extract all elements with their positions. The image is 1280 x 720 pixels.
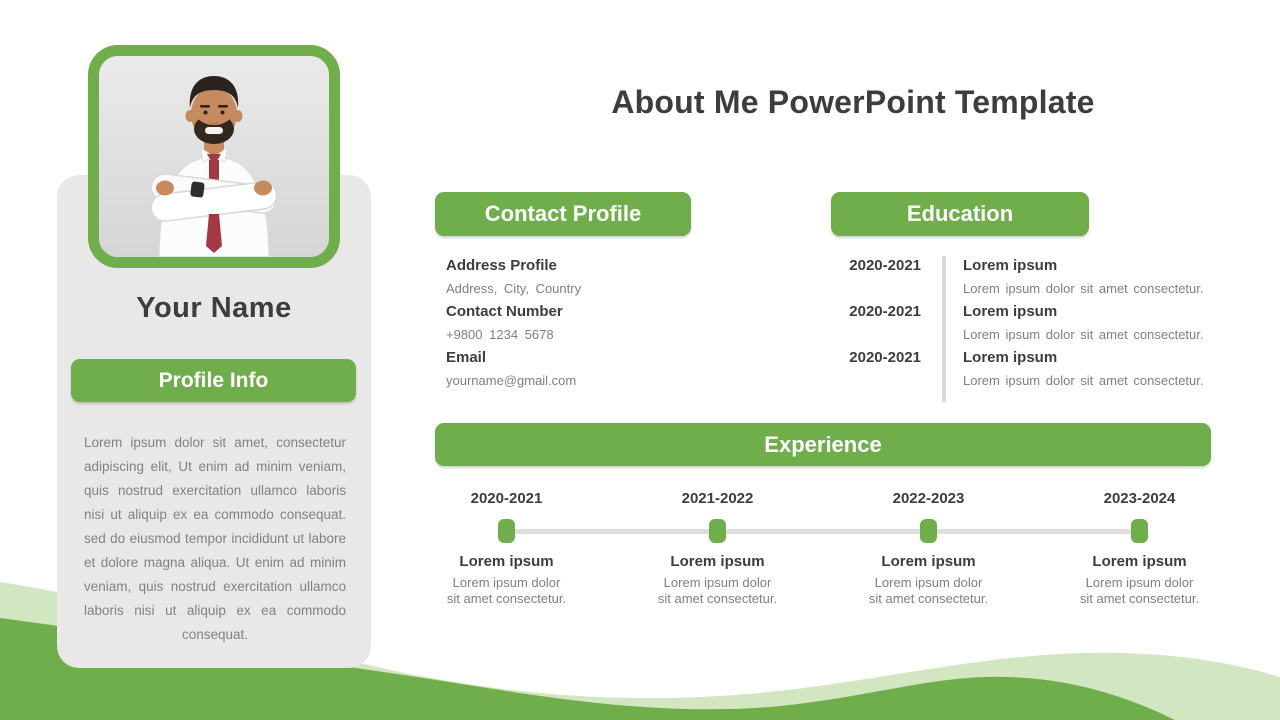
education-years: 2020-2021 [849, 349, 921, 366]
education-title: Lorem ipsum [963, 349, 1058, 366]
education-years: 2020-2021 [849, 257, 921, 274]
education-desc: Lorem ipsum dolor sit amet consectetur. [963, 327, 1204, 342]
contact-profile-header[interactable]: Contact Profile [435, 192, 691, 236]
education-title: Lorem ipsum [963, 303, 1058, 320]
education-desc: Lorem ipsum dolor sit amet consectetur. [963, 373, 1204, 388]
education-list: 2020-2021 Lorem ipsum Lorem ipsum dolor … [831, 253, 1215, 402]
contact-value: Address, City, Country [446, 281, 582, 296]
bottom-wave-decoration [0, 582, 1280, 720]
contact-item: Address Profile Address, City, Country [446, 253, 746, 299]
timeline-line [498, 529, 1148, 534]
experience-desc: Lorem ipsum dolor sit amet consectetur. [868, 575, 989, 606]
experience-item: 2022-2023 Lorem ipsum Lorem ipsum dolor … [823, 488, 1034, 607]
profile-info-button[interactable]: Profile Info [71, 359, 356, 402]
person-name: Your Name [136, 292, 292, 324]
contact-item: Contact Number +9800 1234 5678 [446, 299, 746, 345]
experience-header[interactable]: Experience [435, 423, 1211, 466]
experience-desc: Lorem ipsum dolor sit amet consectetur. [446, 575, 567, 606]
contact-value: +9800 1234 5678 [446, 327, 554, 342]
education-years: 2020-2021 [849, 303, 921, 320]
experience-desc: Lorem ipsum dolor sit amet consectetur. [1079, 575, 1200, 606]
experience-item: 2021-2022 Lorem ipsum Lorem ipsum dolor … [612, 488, 823, 607]
profile-photo [99, 56, 329, 257]
timeline-marker [498, 519, 515, 543]
experience-item: 2020-2021 Lorem ipsum Lorem ipsum dolor … [401, 488, 612, 607]
experience-desc: Lorem ipsum dolor sit amet consectetur. [657, 575, 778, 606]
contact-label: Email [446, 349, 487, 366]
page-title: About Me PowerPoint Template [611, 84, 1095, 120]
timeline-marker [1131, 519, 1148, 543]
timeline-marker [709, 519, 726, 543]
experience-years: 2023-2024 [1103, 490, 1176, 507]
education-item: 2020-2021 Lorem ipsum Lorem ipsum dolor … [831, 345, 1215, 391]
contact-label: Contact Number [446, 303, 563, 320]
experience-title: Lorem ipsum [1092, 553, 1187, 570]
contact-label: Address Profile [446, 257, 557, 274]
experience-years: 2022-2023 [892, 490, 965, 507]
dark-green-wave [0, 618, 1175, 720]
experience-years: 2020-2021 [470, 490, 543, 507]
experience-timeline: 2020-2021 Lorem ipsum Lorem ipsum dolor … [401, 488, 1245, 607]
experience-title: Lorem ipsum [670, 553, 765, 570]
experience-title: Lorem ipsum [459, 553, 554, 570]
education-desc: Lorem ipsum dolor sit amet consectetur. [963, 281, 1204, 296]
profile-photo-frame [88, 45, 340, 268]
contact-item: Email yourname@gmail.com [446, 345, 746, 391]
contact-value: yourname@gmail.com [446, 373, 577, 388]
experience-item: 2023-2024 Lorem ipsum Lorem ipsum dolor … [1034, 488, 1245, 607]
experience-years: 2021-2022 [681, 490, 754, 507]
timeline-marker [920, 519, 937, 543]
education-title: Lorem ipsum [963, 257, 1058, 274]
education-divider [942, 256, 946, 402]
education-header[interactable]: Education [831, 192, 1089, 236]
education-item: 2020-2021 Lorem ipsum Lorem ipsum dolor … [831, 299, 1215, 345]
experience-title: Lorem ipsum [881, 553, 976, 570]
profile-bio-text: Lorem ipsum dolor sit amet, consectetur … [84, 435, 346, 642]
education-item: 2020-2021 Lorem ipsum Lorem ipsum dolor … [831, 253, 1215, 299]
contact-list: Address Profile Address, City, Country C… [446, 253, 746, 391]
